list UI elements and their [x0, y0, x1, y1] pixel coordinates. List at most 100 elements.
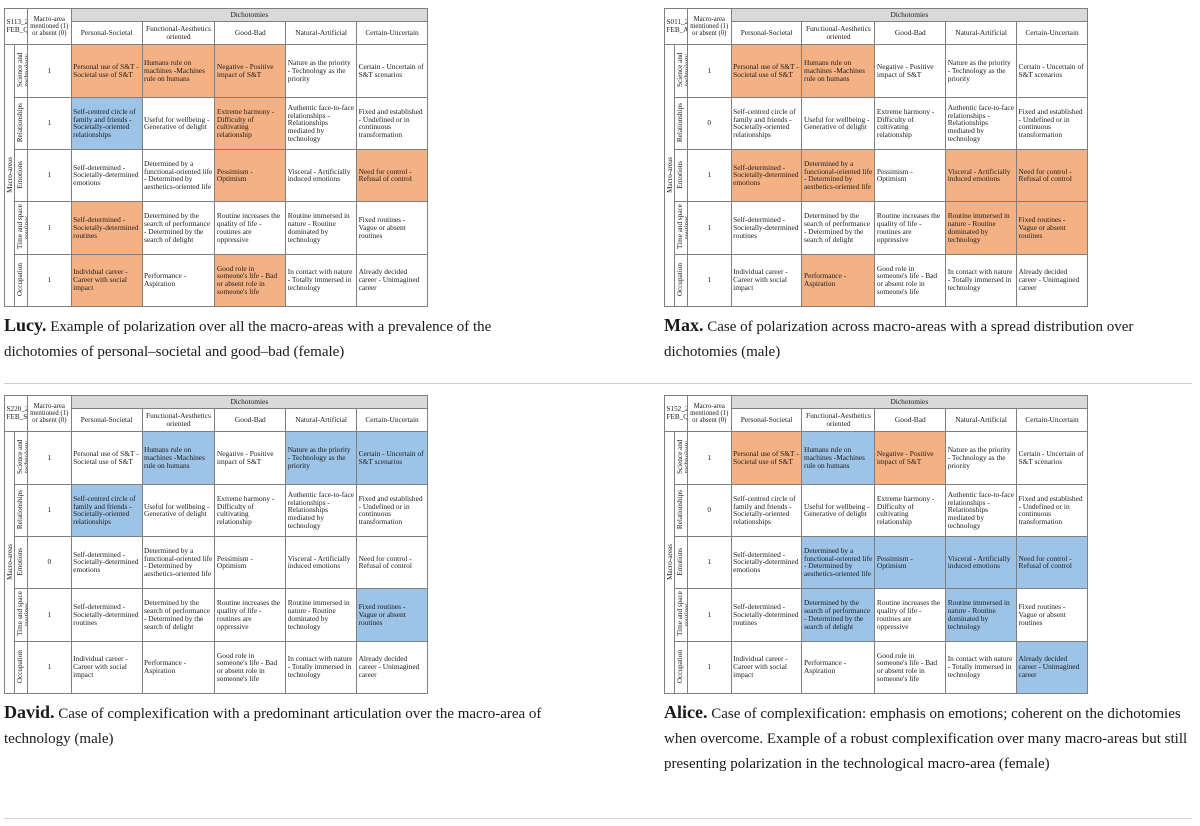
dichotomy-cell: Certain - Uncertain of S&T scenarios	[1016, 44, 1088, 98]
panel-lucy: S113_2019 FEB_QC_FMacro-area mentioned (…	[3, 8, 564, 365]
dichotomy-cell: Negative - Positive impact of S&T	[214, 44, 287, 98]
dichotomy-column-header: Natural-Artificial	[945, 21, 1018, 45]
caption-text: Case of polarization across macro-areas …	[664, 318, 1134, 360]
dichotomy-cell: Useful for wellbeing - Generative of del…	[141, 96, 216, 150]
dichotomy-column-header: Natural-Artificial	[285, 21, 358, 45]
mention-value: 1	[26, 253, 72, 307]
dichotomy-cell: Good role in someone's life - Bad or abs…	[214, 640, 287, 694]
dichotomy-cell: Humans rule on machines -Machines rule o…	[801, 44, 876, 98]
macro-areas-label: Macro-areas	[3, 44, 16, 307]
dichotomy-table: S011_2018 FEB_AI_MMacro-area mentioned (…	[663, 8, 1089, 307]
dichotomy-cell: Self-determined - Societally-determined …	[730, 200, 803, 255]
dichotomies-header: Dichotomies	[70, 8, 429, 22]
macro-area-label: Occupation	[674, 640, 688, 694]
macro-area-label: Science and technology	[14, 431, 28, 485]
dichotomy-cell: Visceral - Artificially induced emotions	[285, 148, 358, 202]
dichotomy-cell: Humans rule on machines -Machines rule o…	[801, 431, 876, 485]
dichotomy-cell: Self-centred circle of family and friend…	[730, 483, 803, 537]
dichotomy-cell: In contact with nature - Totally immerse…	[285, 640, 358, 694]
divider-bottom	[4, 818, 1192, 819]
mention-value: 1	[686, 200, 732, 255]
macro-area-label: Time and space routines	[14, 200, 28, 255]
dichotomy-cell: Self-determined - Societally-determined …	[730, 535, 803, 589]
dichotomy-cell: Self-centred circle of family and friend…	[70, 483, 143, 537]
mention-value: 1	[26, 483, 72, 537]
caption-name: Lucy.	[4, 314, 47, 335]
caption-text: Case of complexification with a predomin…	[4, 705, 542, 747]
dichotomy-cell: Fixed and established - Undefined or in …	[1016, 96, 1088, 150]
dichotomy-cell: Authentic face-to-face relationships - R…	[945, 483, 1018, 537]
dichotomy-column-header: Personal-Societal	[730, 21, 803, 45]
dichotomy-column-header: Natural-Artificial	[945, 408, 1018, 432]
mention-header: Macro-area mentioned (1) or absent (0)	[26, 395, 72, 432]
figure-caption: Max. Case of polarization across macro-a…	[664, 313, 1200, 365]
mention-value: 0	[686, 483, 732, 537]
dichotomy-column-header: Certain-Uncertain	[356, 408, 428, 432]
dichotomy-cell: Determined by the search of performance …	[801, 200, 876, 255]
dichotomy-cell: Routine increases the quality of life - …	[874, 200, 947, 255]
dichotomy-cell: Nature as the priority - Technology as t…	[285, 44, 358, 98]
dichotomy-cell: Authentic face-to-face relationships - R…	[285, 483, 358, 537]
dichotomy-cell: Determined by the search of performance …	[141, 200, 216, 255]
dichotomy-cell: In contact with nature - Totally immerse…	[945, 640, 1018, 694]
divider-top	[4, 383, 1192, 384]
macro-area-label: Emotions	[14, 148, 28, 202]
dichotomy-cell: Negative - Positive impact of S&T	[874, 44, 947, 98]
dichotomy-cell: Performance - Aspiration	[801, 253, 876, 307]
macro-area-label: Science and technology	[674, 431, 688, 485]
dichotomy-cell: In contact with nature - Totally immerse…	[945, 253, 1018, 307]
dichotomy-cell: Useful for wellbeing - Generative of del…	[801, 96, 876, 150]
macro-area-label: Relationships	[674, 96, 688, 150]
dichotomy-cell: Self-determined - Societally-determined …	[70, 535, 143, 589]
dichotomy-cell: Personal use of S&T - Societal use of S&…	[70, 44, 143, 98]
macro-area-label: Time and space routines	[674, 200, 688, 255]
dichotomy-cell: Routine immersed in nature - Routine dom…	[945, 200, 1018, 255]
subject-id: S011_2018 FEB_AI_M	[664, 8, 688, 45]
dichotomy-cell: Self-determined - Societally-determined …	[730, 148, 803, 202]
dichotomy-cell: Individual career - Career with social i…	[70, 640, 143, 694]
macro-areas-label: Macro-areas	[663, 44, 676, 307]
macro-area-label: Relationships	[14, 483, 28, 537]
mention-value: 0	[26, 535, 72, 589]
dichotomy-cell: Individual career - Career with social i…	[70, 253, 143, 307]
dichotomy-cell: Determined by the search of performance …	[801, 587, 876, 642]
dichotomy-cell: Already decided career - Unimagined care…	[1016, 640, 1088, 694]
macro-areas-label: Macro-areas	[663, 431, 676, 694]
macro-area-label: Relationships	[14, 96, 28, 150]
dichotomy-cell: Already decided career - Unimagined care…	[356, 253, 428, 307]
dichotomy-cell: Visceral - Artificially induced emotions	[945, 535, 1018, 589]
caption-name: Max.	[664, 314, 704, 335]
figure-caption: Alice. Case of complexification: emphasi…	[664, 700, 1200, 777]
dichotomy-table: S152_2020 FEB_QC_FMacro-area mentioned (…	[663, 395, 1089, 694]
mention-value: 1	[26, 587, 72, 642]
dichotomy-cell: Determined by a functional-oriented life…	[141, 148, 216, 202]
dichotomy-cell: Individual career - Career with social i…	[730, 640, 803, 694]
dichotomies-header: Dichotomies	[730, 395, 1089, 409]
dichotomy-column-header: Good-Bad	[874, 21, 947, 45]
dichotomy-cell: Extreme harmony - Difficulty of cultivat…	[874, 483, 947, 537]
panel-david: S220_2021 FEB_SC_MMacro-area mentioned (…	[3, 395, 564, 752]
dichotomy-cell: Pessimism - Optimism	[874, 535, 947, 589]
dichotomy-cell: Self-determined - Societally-determined …	[70, 587, 143, 642]
mention-value: 1	[26, 431, 72, 485]
dichotomy-column-header: Functional-Aesthetics oriented	[141, 21, 216, 45]
dichotomy-cell: In contact with nature - Totally immerse…	[285, 253, 358, 307]
macro-area-label: Relationships	[674, 483, 688, 537]
subject-id: S113_2019 FEB_QC_F	[4, 8, 28, 45]
dichotomy-cell: Nature as the priority - Technology as t…	[945, 44, 1018, 98]
mention-value: 1	[26, 44, 72, 98]
dichotomy-cell: Already decided career - Unimagined care…	[356, 640, 428, 694]
dichotomy-column-header: Personal-Societal	[70, 21, 143, 45]
mention-value: 1	[686, 431, 732, 485]
panel-alice: S152_2020 FEB_QC_FMacro-area mentioned (…	[663, 395, 1200, 777]
dichotomy-cell: Good role in someone's life - Bad or abs…	[874, 253, 947, 307]
dichotomy-cell: Performance - Aspiration	[141, 253, 216, 307]
dichotomy-cell: Extreme harmony - Difficulty of cultivat…	[214, 483, 287, 537]
dichotomy-table: S113_2019 FEB_QC_FMacro-area mentioned (…	[3, 8, 429, 307]
dichotomy-cell: Visceral - Artificially induced emotions	[945, 148, 1018, 202]
panel-max: S011_2018 FEB_AI_MMacro-area mentioned (…	[663, 8, 1200, 365]
dichotomy-column-header: Good-Bad	[214, 21, 287, 45]
caption-name: Alice.	[664, 701, 708, 722]
dichotomy-cell: Already decided career - Unimagined care…	[1016, 253, 1088, 307]
mention-value: 1	[26, 148, 72, 202]
